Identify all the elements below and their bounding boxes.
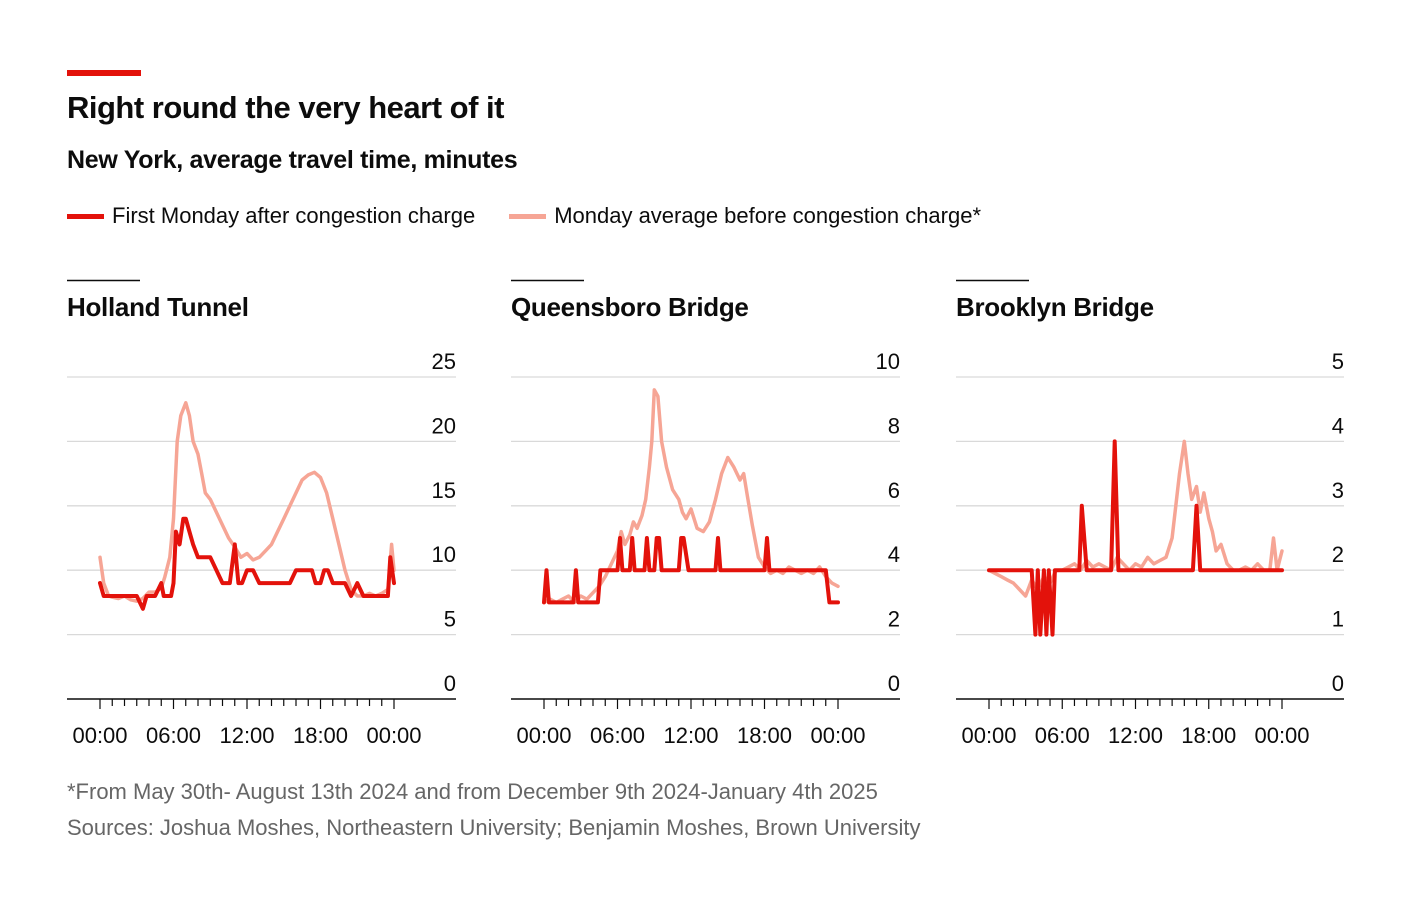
y-tick-label: 5 [444,607,456,632]
y-tick-label: 2 [1332,542,1344,567]
footnote: *From May 30th- August 13th 2024 and fro… [67,779,878,804]
legend-item-before: Monday average before congestion charge* [509,203,981,229]
legend-item-after: First Monday after congestion charge [67,203,475,229]
y-tick-label: 10 [876,349,900,374]
legend-swatch-after [67,213,104,219]
y-tick-label: 15 [432,478,456,503]
y-tick-label: 0 [888,671,900,696]
x-tick-label: 00:00 [366,723,421,748]
y-tick-label: 8 [888,413,900,438]
x-tick-label: 06:00 [146,723,201,748]
panel-title: Brooklyn Bridge [956,292,1154,322]
y-tick-label: 2 [888,607,900,632]
y-tick-label: 4 [1332,413,1344,438]
x-tick-label: 00:00 [810,723,865,748]
x-tick-label: 06:00 [590,723,645,748]
x-tick-label: 12:00 [219,723,274,748]
x-tick-label: 06:00 [1035,723,1090,748]
x-tick-label: 00:00 [1254,723,1309,748]
series-line-after [98,516,396,611]
panel-title: Holland Tunnel [67,292,249,322]
x-tick-label: 00:00 [72,723,127,748]
chart-panel-1: Holland Tunnel 0 5 10 15 20 25 00:00 06:00 12:00 1… [67,279,456,748]
legend-label-after: First Monday after congestion charge [112,203,476,228]
sources-note: Sources: Joshua Moshes, Northeastern Uni… [67,815,921,840]
legend: First Monday after congestion charge Mon… [67,201,1015,231]
x-tick-label: 18:00 [737,723,792,748]
series-line-after [542,536,840,605]
legend-swatch-before [509,213,547,219]
y-tick-label: 1 [1332,607,1344,632]
accent-bar [67,70,141,76]
y-tick-label: 25 [432,349,456,374]
y-tick-label: 20 [432,413,456,438]
x-tick-label: 18:00 [1181,723,1236,748]
x-tick-label: 18:00 [293,723,348,748]
series-line-after [987,439,1284,637]
chart-panel-3: Brooklyn Bridge 0 1 2 3 4 5 00:00 06:00 12:00 18:0… [956,279,1344,748]
y-tick-label: 4 [888,542,900,567]
x-tick-label: 12:00 [1108,723,1163,748]
y-tick-label: 10 [432,542,456,567]
chart-title: Right round the very heart of it [67,90,504,125]
chart-subtitle: New York, average travel time, minutes [67,146,518,174]
x-tick-label: 00:00 [516,723,571,748]
x-tick-label: 00:00 [961,723,1016,748]
y-tick-label: 3 [1332,478,1344,503]
panel-title: Queensboro Bridge [511,292,749,322]
y-tick-label: 6 [888,478,900,503]
y-tick-label: 5 [1332,349,1344,374]
x-tick-label: 12:00 [663,723,718,748]
legend-label-before: Monday average before congestion charge* [554,203,982,228]
y-tick-label: 0 [444,671,456,696]
y-tick-label: 0 [1332,671,1344,696]
chart-panel-2: Queensboro Bridge 0 2 4 6 8 10 00:00 06:00 12:00 1… [511,279,900,748]
